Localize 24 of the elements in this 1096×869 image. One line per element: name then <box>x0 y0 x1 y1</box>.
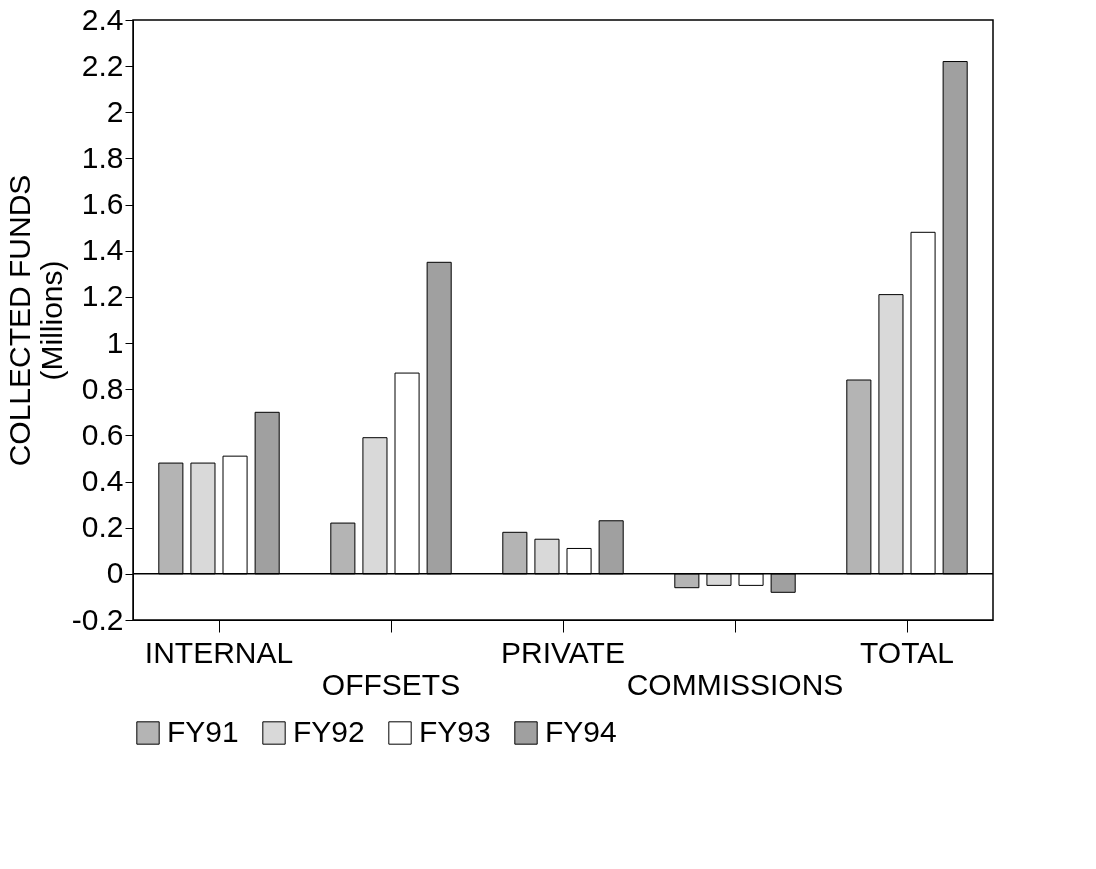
y-tick-label: 1.6 <box>81 187 124 221</box>
y-tick-label: 0.8 <box>81 371 124 405</box>
x-tick-label: INTERNAL <box>144 635 294 669</box>
y-tick-label: 1.8 <box>81 140 124 174</box>
y-tick-label: 0.2 <box>81 510 124 544</box>
y-tick-label: 1.4 <box>81 233 124 267</box>
x-tick-label: PRIVATE <box>501 635 625 669</box>
y-tick-label: 0.6 <box>81 417 124 451</box>
y-tick-label: 2 <box>106 94 124 128</box>
legend-label: FY94 <box>545 715 617 748</box>
y-tick-label: -0.2 <box>71 602 124 636</box>
x-tick-label: OFFSETS <box>321 667 461 701</box>
y-tick-label: 0.4 <box>81 464 124 498</box>
y-tick-label: 1.2 <box>81 279 124 313</box>
legend-label: FY91 <box>167 715 239 748</box>
y-tick-label: 0 <box>106 556 124 590</box>
y-tick-label: 2.2 <box>81 48 124 82</box>
y-tick-label: 2.4 <box>81 2 124 36</box>
y-tick-label: 1 <box>106 325 124 359</box>
legend-label: FY93 <box>419 715 491 748</box>
legend-label: FY92 <box>293 715 365 748</box>
y-axis-title: COLLECTED FUNDS (Millions) <box>2 174 68 467</box>
x-tick-label: COMMISSIONS <box>626 667 844 701</box>
x-tick-label: TOTAL <box>860 635 954 669</box>
